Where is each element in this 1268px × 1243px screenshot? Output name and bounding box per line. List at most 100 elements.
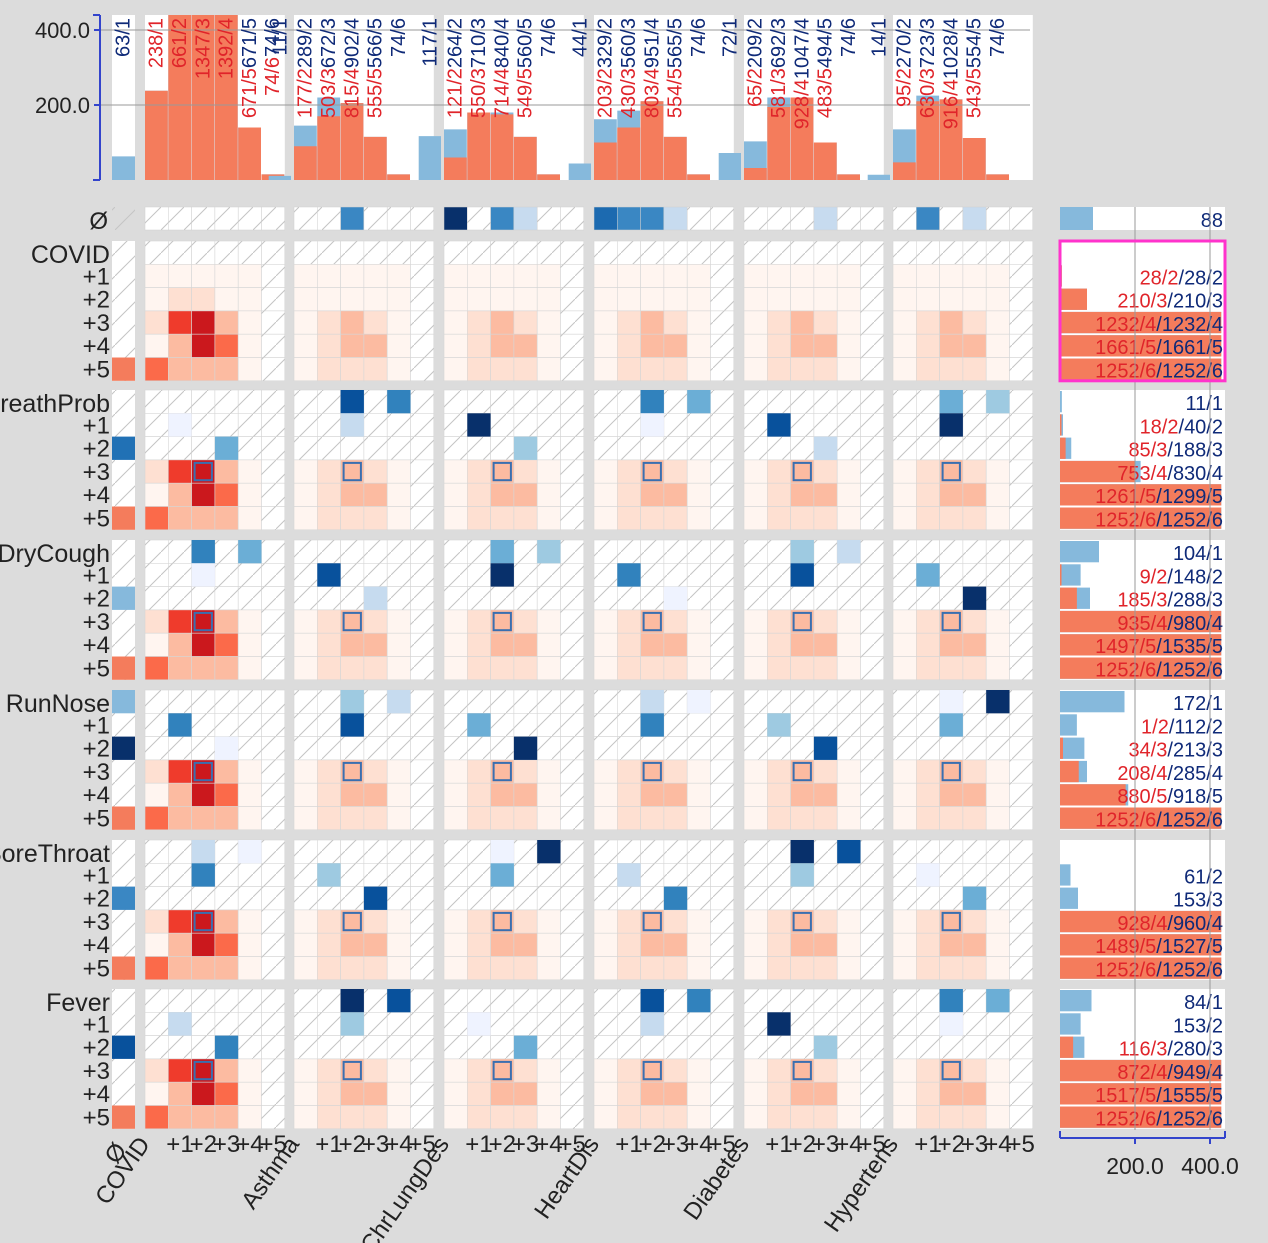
null-row-hatch <box>893 207 917 230</box>
heatmap-cell <box>513 782 538 807</box>
heatmap-cell-hatch <box>363 413 388 437</box>
heatmap-cell-hatch <box>860 989 884 1013</box>
heatmap-cell <box>513 632 538 657</box>
heatmap-outlined-cell <box>792 761 812 782</box>
heatmap-blue-cell <box>340 713 364 737</box>
heatmap-cell-hatch <box>410 1012 434 1036</box>
heatmap-cell-hatch <box>640 863 664 887</box>
top-hist-red-bar <box>617 127 641 180</box>
right-hist-bin-label: 1489/5/1527/5 <box>1095 936 1223 958</box>
heatmap-cell-hatch <box>294 563 318 587</box>
top-hist-red-bar <box>893 162 916 180</box>
heatmap-cell-hatch <box>744 736 768 760</box>
heatmap-cell <box>813 806 838 831</box>
right-hist-total-bar <box>1060 564 1081 586</box>
heatmap-cell <box>293 932 318 957</box>
null-row-hatch <box>860 207 884 230</box>
right-hist-total-bar <box>1060 714 1077 736</box>
heatmap-cell <box>536 632 561 657</box>
heatmap-cell <box>766 782 791 807</box>
heatmap-cell-hatch <box>560 310 584 335</box>
heatmap-cell-hatch <box>1009 783 1033 807</box>
heatmap-cell <box>686 287 711 312</box>
null-row-hatch <box>214 207 239 230</box>
heatmap-cell <box>686 609 711 634</box>
heatmap-cell <box>836 287 861 312</box>
heatmap-cell <box>214 759 239 784</box>
heatmap-cell <box>640 932 665 957</box>
heatmap-cell <box>892 956 917 981</box>
heatmap-cell <box>168 632 192 657</box>
heatmap-cell <box>443 506 468 531</box>
heatmap-cell-hatch <box>767 1035 791 1059</box>
heatmap-cell <box>293 1105 318 1130</box>
heatmap-cell-hatch <box>238 989 262 1013</box>
heatmap-cell <box>836 609 861 634</box>
heatmap-cell-hatch <box>962 241 987 265</box>
heatmap-cell-hatch <box>490 736 514 760</box>
heatmap-cell-hatch <box>168 436 192 460</box>
heatmap-cell <box>363 609 388 634</box>
heatmap-cell-hatch <box>710 609 734 634</box>
heatmap-blue-cell <box>387 989 411 1013</box>
heatmap-cell <box>237 263 262 288</box>
null-row-hatch <box>168 207 192 230</box>
heatmap-cell-hatch <box>145 586 169 610</box>
heatmap-cell <box>536 310 561 335</box>
heatmap-cell <box>892 806 917 831</box>
heatmap-cell <box>985 1058 1010 1083</box>
heatmap-cell <box>593 932 618 957</box>
heatmap-cell-hatch <box>710 506 734 530</box>
heatmap-cell-hatch <box>744 840 768 864</box>
heatmap-outlined-cell <box>792 611 812 632</box>
heatmap-cell <box>813 656 838 681</box>
heatmap-cell-hatch <box>387 241 411 265</box>
heatmap-cell <box>663 806 688 831</box>
heatmap-cell <box>790 956 815 981</box>
column-level-label: +3 <box>812 1131 839 1158</box>
heatmap-cell-hatch <box>560 334 584 358</box>
heatmap-cell-hatch <box>744 436 768 460</box>
heatmap-cell-hatch <box>860 459 884 484</box>
top-hist-red-bar <box>145 90 168 180</box>
heatmap-cell <box>340 310 365 335</box>
heatmap-cell <box>640 956 665 981</box>
heatmap-cell-hatch <box>962 736 987 760</box>
heatmap-cell-hatch <box>490 413 514 437</box>
top-hist-red-bar <box>687 174 710 180</box>
heatmap-cell-hatch <box>387 886 411 910</box>
heatmap-cell-hatch <box>837 1035 861 1059</box>
heatmap-cell <box>316 909 341 934</box>
right-hist-bin-label: 880/5/918/5 <box>1117 786 1223 808</box>
heatmap-cell-hatch <box>1009 334 1033 358</box>
heatmap-cell-hatch <box>860 310 884 335</box>
top-hist-bin-label: 630/3723/3 <box>917 18 939 118</box>
heatmap-cell-hatch <box>916 241 940 265</box>
heatmap-cell <box>962 1105 987 1130</box>
heatmap-cell-hatch <box>513 540 538 564</box>
heatmap-cell-hatch <box>410 759 434 784</box>
heatmap-cell <box>340 1081 365 1106</box>
right-histogram: 8828/2/28/2210/3/210/31232/4/1232/41661/… <box>1058 207 1227 1131</box>
heatmap-cell-hatch <box>560 783 584 807</box>
heatmap-cell-hatch <box>1009 264 1033 288</box>
heatmap-cell-hatch <box>560 483 584 507</box>
heatmap-cell-hatch <box>261 1012 285 1036</box>
heatmap-blue-cell <box>214 736 239 760</box>
heatmap-cell-hatch <box>261 436 285 460</box>
heatmap-cell <box>743 287 768 312</box>
heatmap-cell <box>836 459 861 484</box>
right-hist-bin-label: 1252/6/1252/6 <box>1095 510 1223 532</box>
heatmap-cell-hatch <box>663 436 688 460</box>
heatmap-cell-hatch <box>340 540 364 564</box>
heatmap-cell <box>985 932 1010 957</box>
top-hist-red-bar <box>640 101 664 180</box>
right-hist-bin-label: 1661/5/1661/5 <box>1095 337 1223 359</box>
heatmap-cell-hatch <box>813 690 838 714</box>
row-null-hatch <box>112 840 135 980</box>
heatmap-cell <box>466 609 491 634</box>
heatmap-cell-hatch <box>893 436 917 460</box>
heatmap-cell-hatch <box>560 459 584 484</box>
heatmap-cell-hatch <box>860 563 884 587</box>
null-row-hatch <box>191 207 215 230</box>
